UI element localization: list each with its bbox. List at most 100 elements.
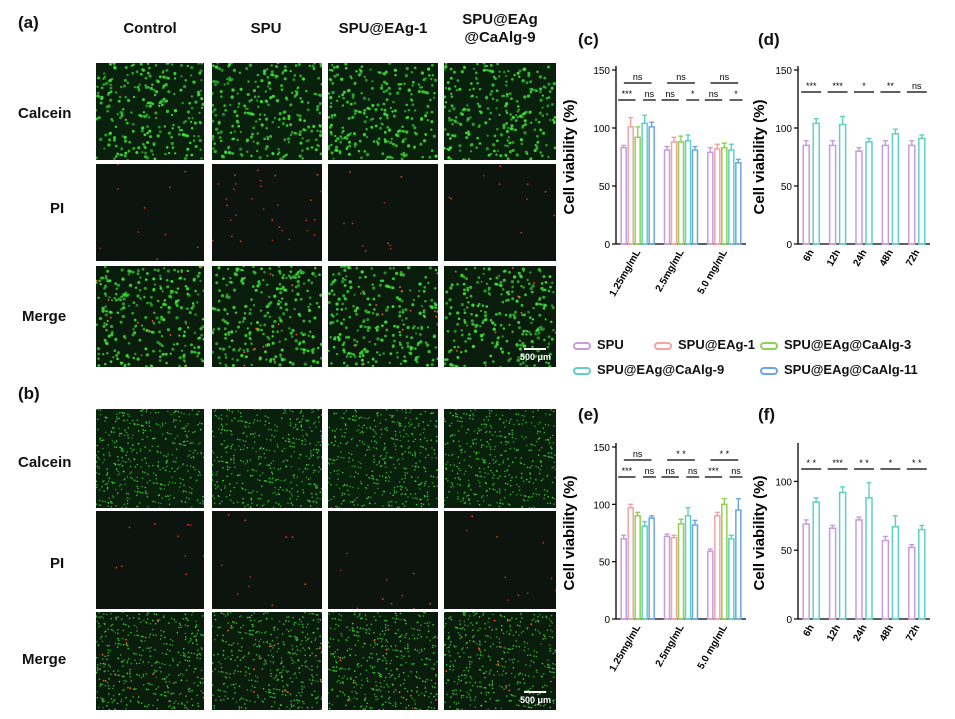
legend-item-spu-eag-caalg-11: SPU@EAg@CaAlg-11 [760,362,918,377]
bar [838,123,847,245]
legend-item-spu: SPU [573,337,624,352]
significance-label: ns [676,72,686,82]
bar [691,524,699,620]
significance-label: ** [887,81,895,91]
bar [881,539,890,620]
bar [634,136,641,245]
x-tick-label: 5.0 mg/mL [696,248,730,296]
significance-label: * * [912,458,922,468]
chart-e: Cell viability (%) 0 50 100 150 1.25mg/mL 2.5m… [561,443,746,674]
micro-image-b-calcein-0 [96,409,204,508]
bar [881,144,890,245]
y-axis-label: Cell viability (%) [561,475,578,590]
bar [677,141,685,245]
micro-image-a-pi-3 [444,164,556,261]
bar [728,149,735,245]
y-tick-label: 50 [599,558,611,569]
scale-bar-line [524,691,547,693]
column-label-spu-eag-caalg-9: SPU@EAg @CaAlg-9 [462,11,538,46]
significance-label: * [691,89,695,99]
bar [721,503,728,620]
bar [828,144,837,245]
column-label-spu: SPU [250,20,282,37]
micro-image-b-merge-0 [96,612,204,710]
x-tick-label: 1.25mg/mL [608,623,644,674]
bar [641,122,648,245]
significance-label: *** [622,89,633,99]
legend-label-spu-eag-caalg-3: SPU@EAg@CaAlg-3 [784,337,912,352]
significance-label: *** [832,81,843,91]
micro-image-b-merge-3: 500 μm [444,612,556,710]
y-tick-label: 150 [593,443,610,454]
micro-image-a-calcein-0 [96,63,204,160]
micro-image-a-merge-2 [328,266,438,367]
micro-image-b-pi-1 [212,511,322,609]
x-tick-label: 12h [825,623,843,643]
bar [891,133,900,245]
bar [802,523,810,620]
legend-label-spu: SPU [597,337,624,352]
x-tick-label: 2.5mg/mL [654,623,687,669]
micro-image-a-calcein-3 [444,63,556,160]
bar [691,149,699,245]
x-tick-label: 24h [851,623,869,643]
panel-label-e: (e) [578,405,599,424]
legend-swatch-spu-eag-caalg-3 [760,341,778,350]
y-tick-label: 150 [593,66,610,77]
bar [684,140,692,245]
bar [670,141,678,245]
significance-label: ns [709,89,719,99]
bar [620,537,627,620]
panel-label-b: (b) [18,384,40,403]
y-tick-label: 50 [781,182,793,193]
bar [634,515,641,620]
bar [735,509,742,620]
y-tick-label: 100 [775,124,792,135]
significance-label: * [734,89,738,99]
chart-f: Cell viability (%) 0 50 100 6h 12h 24h 48h 72h * … [751,443,930,643]
micro-image-b-calcein-1 [212,409,322,508]
row-label-pi-a: PI [50,200,65,217]
micro-image-b-merge-1 [212,612,322,710]
column-label-control: Control [123,20,177,37]
legend-item-spu-eag-1: SPU@EAg-1 [654,337,755,352]
bar [627,507,634,620]
row-label-pi-b: PI [50,555,65,572]
significance-label: * [862,81,866,91]
significance-label: ns [731,466,741,476]
significance-label: *** [708,466,719,476]
x-tick-label: 48h [878,623,896,643]
legend-item-spu-eag-caalg-9: SPU@EAg@CaAlg-9 [573,362,724,377]
scale-bar: 500 μm [520,348,551,362]
x-tick-label: 72h [904,623,922,643]
y-axis-label: Cell viability (%) [751,99,768,214]
bar [648,126,655,245]
significance-label: *** [622,466,633,476]
micro-image-a-pi-0 [96,164,204,261]
x-tick-label: 2.5mg/mL [654,248,687,294]
x-tick-label: 72h [904,248,922,268]
y-tick-label: 100 [593,500,610,511]
y-tick-label: 0 [604,240,610,251]
significance-label: ns [633,72,643,82]
bar [855,150,863,245]
bar [855,519,863,620]
bar [802,144,810,245]
significance-label: * * [676,449,686,459]
significance-label: * * [720,449,730,459]
significance-label: * * [859,458,869,468]
x-tick-label: 1.25mg/mL [608,248,644,299]
legend-swatch-spu-eag-1 [654,341,672,350]
micro-image-a-merge-0 [96,266,204,367]
x-tick-label: 6h [801,623,816,639]
x-tick-label: 12h [825,248,843,268]
y-tick-label: 0 [786,615,792,626]
bar [908,546,916,620]
bar [891,526,900,620]
significance-label: ns [665,466,675,476]
y-tick-label: 0 [786,240,792,251]
bar [641,525,648,620]
significance-label: ns [645,466,655,476]
legend-label-spu-eag-1: SPU@EAg-1 [678,337,755,352]
y-tick-label: 50 [599,182,611,193]
